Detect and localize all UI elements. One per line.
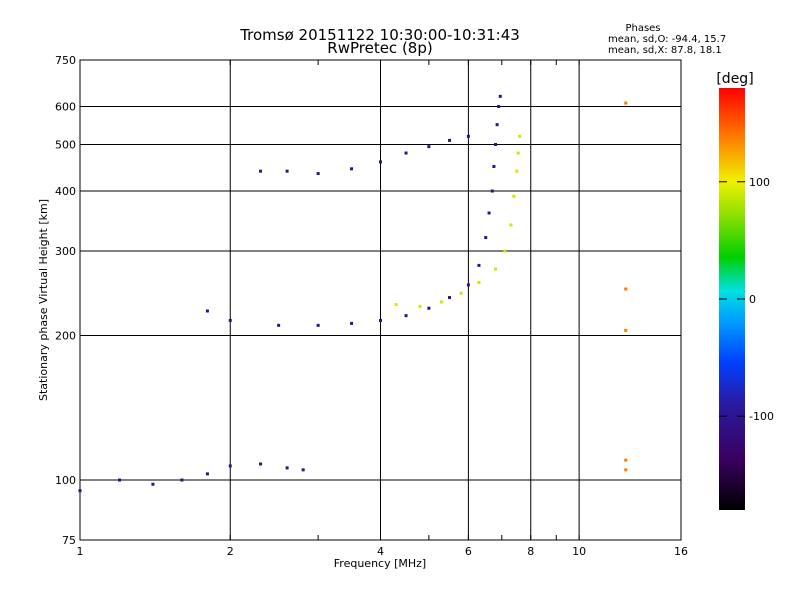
data-point	[350, 167, 354, 171]
x-tick-label: 4	[377, 545, 384, 558]
phase-box-line1: mean, sd,O: -94.4, 15.7	[608, 34, 726, 45]
data-point	[394, 303, 398, 307]
data-point	[477, 263, 481, 267]
data-point	[518, 134, 522, 138]
data-point	[477, 280, 481, 284]
data-point	[285, 466, 289, 470]
x-axis-label: Frequency [MHz]	[334, 557, 426, 570]
y-tick-label: 200	[55, 330, 76, 343]
data-point	[316, 172, 320, 176]
data-point	[459, 291, 463, 295]
data-point	[512, 194, 516, 198]
y-tick-label: 100	[55, 474, 76, 487]
data-point	[492, 164, 496, 168]
data-point	[78, 489, 82, 493]
data-point	[503, 249, 507, 253]
x-tick-label: 1	[77, 545, 84, 558]
data-point	[509, 223, 513, 227]
chart-subtitle: RwPretec (8p)	[327, 39, 432, 57]
phase-box-title: Phases	[625, 23, 660, 34]
x-tick-label: 16	[674, 545, 688, 558]
data-point	[624, 101, 628, 105]
data-point	[466, 134, 470, 138]
data-points	[78, 94, 628, 493]
data-point	[498, 94, 502, 98]
data-point	[440, 300, 444, 304]
data-point	[487, 211, 491, 215]
colorbar-tick-label: 0	[749, 293, 756, 306]
y-tick-label: 400	[55, 185, 76, 198]
data-point	[418, 304, 422, 308]
x-tick-label: 8	[527, 545, 534, 558]
y-tick-label: 75	[62, 534, 76, 547]
data-point	[259, 169, 263, 173]
data-point	[515, 169, 519, 173]
data-point	[180, 478, 184, 482]
data-point	[404, 151, 408, 155]
colorbar-tick-label: -100	[749, 410, 774, 423]
y-axis: 75 100 200 300 400 500 600 750	[55, 54, 76, 547]
data-point	[624, 328, 628, 332]
y-axis-label: Stationary phase Virtual Height [km]	[37, 199, 50, 401]
colorbar-label: [deg]	[716, 71, 753, 87]
grid	[80, 60, 681, 540]
data-point	[466, 283, 470, 287]
data-point	[624, 458, 628, 462]
data-point	[404, 314, 408, 318]
data-point	[151, 482, 155, 486]
data-point	[494, 267, 498, 271]
data-point	[484, 236, 488, 240]
colorbar-ticks: 100 0 -100	[719, 176, 774, 423]
x-tick-label: 6	[465, 545, 472, 558]
data-point	[301, 468, 305, 472]
data-point	[118, 478, 122, 482]
data-point	[427, 145, 431, 149]
data-point	[228, 318, 232, 322]
y-tick-label: 500	[55, 139, 76, 152]
chart-title: Tromsø 20151122 10:30:00-10:31:43	[239, 26, 520, 44]
data-point	[259, 462, 263, 466]
data-point	[497, 105, 501, 109]
data-point	[624, 287, 628, 291]
data-point	[495, 123, 499, 127]
y-tick-label: 600	[55, 101, 76, 114]
data-point	[350, 321, 354, 325]
data-point	[516, 151, 520, 155]
data-point	[228, 464, 232, 468]
data-point	[490, 189, 494, 193]
x-axis: 1 2 4 6 8 10 16	[77, 60, 688, 558]
phase-box-line2: mean, sd,X: 87.8, 18.1	[608, 45, 722, 56]
data-point	[448, 296, 452, 300]
colorbar-tick-label: 100	[749, 176, 770, 189]
data-point	[277, 323, 281, 327]
data-point	[379, 160, 382, 164]
x-tick-label: 10	[572, 545, 586, 558]
data-point	[448, 138, 452, 142]
data-point	[494, 143, 498, 147]
y-tick-label: 750	[55, 54, 76, 67]
data-point	[624, 468, 628, 472]
data-point	[205, 472, 209, 476]
data-point	[379, 318, 382, 322]
y-tick-label: 300	[55, 245, 76, 258]
data-point	[427, 306, 431, 310]
data-point	[285, 169, 289, 173]
x-tick-label: 2	[227, 545, 234, 558]
data-point	[316, 323, 320, 327]
data-point	[205, 309, 209, 313]
